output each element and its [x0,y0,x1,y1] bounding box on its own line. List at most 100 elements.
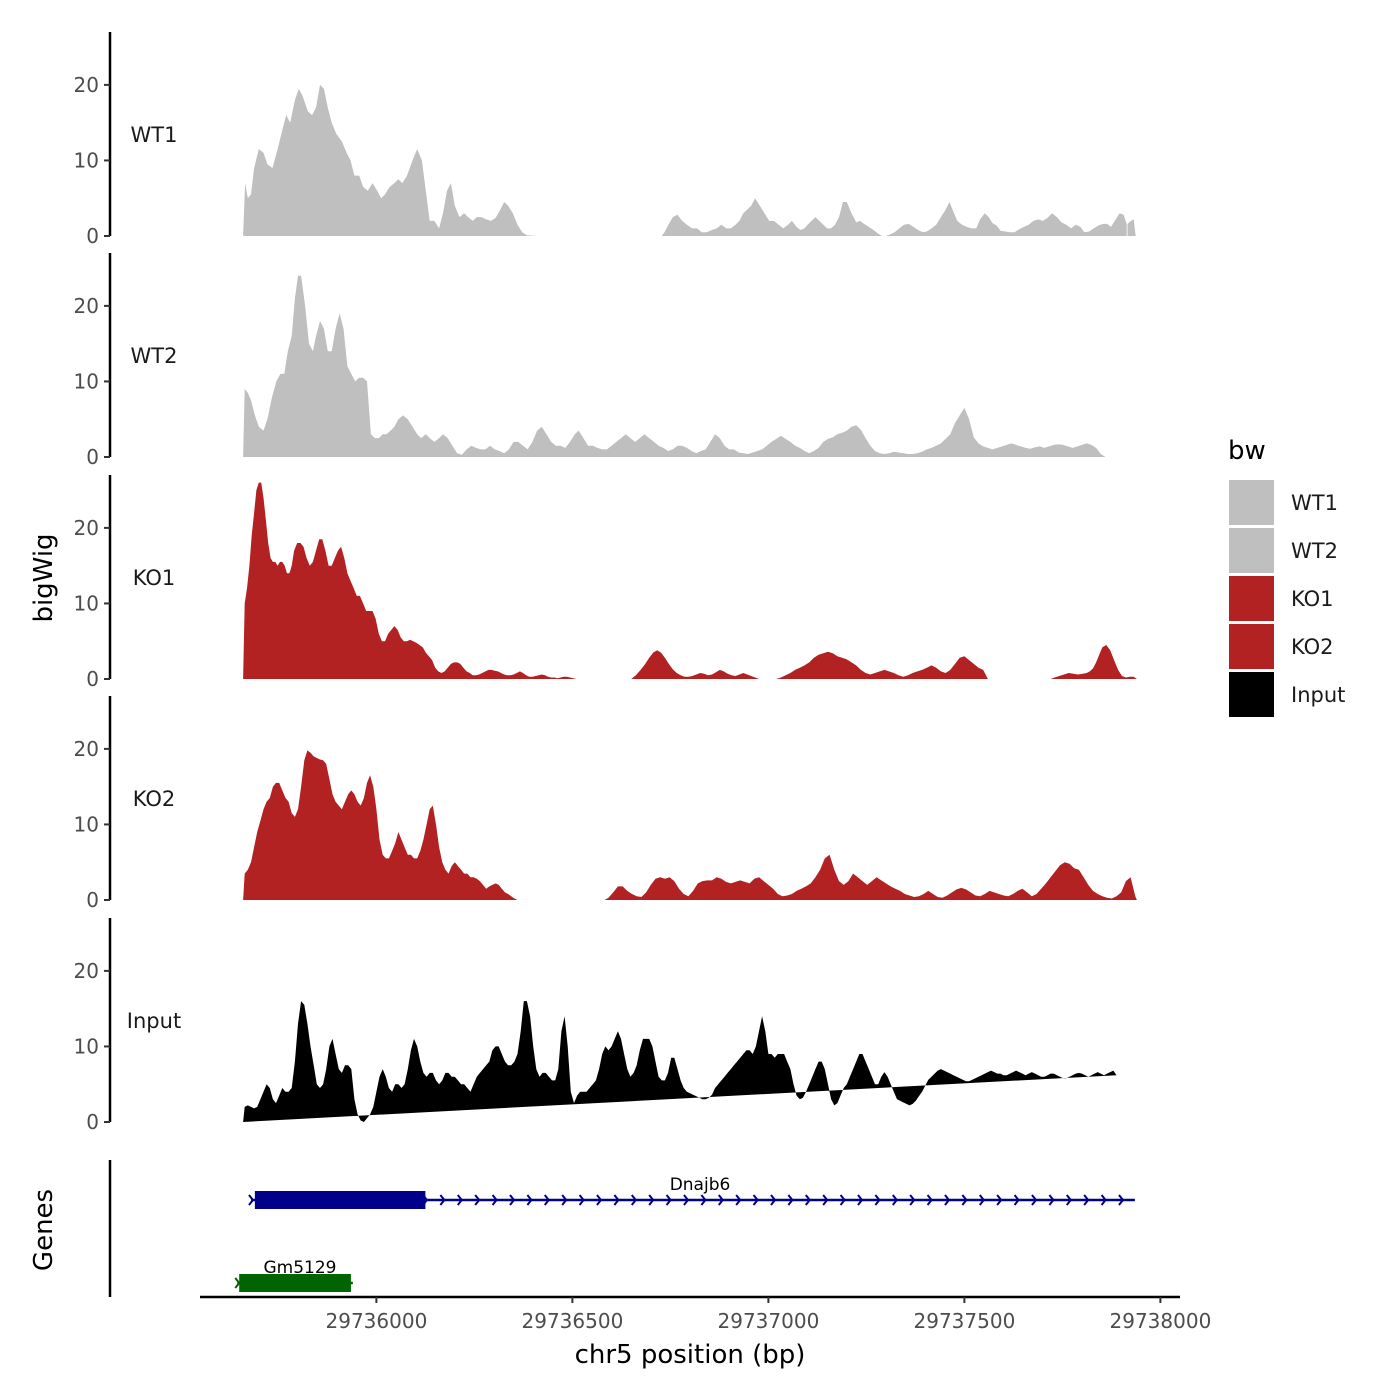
legend-entry-ko1: KO1 [1229,576,1334,621]
genes-panel: Dnajb6 Gm5129 [108,1160,1135,1297]
gene-gm5129: Gm5129 [234,1258,353,1292]
x-axis-title: chr5 position (bp) [575,1340,806,1370]
strand-arrow [891,1194,899,1206]
legend-swatch [1229,672,1274,717]
x-tick-label: 29736000 [326,1309,428,1333]
legend-swatch [1229,624,1274,669]
strand-arrow [857,1194,864,1206]
legend-swatch [1229,576,1274,621]
coverage-area-wt1 [886,202,1127,236]
coverage-area-wt2 [243,275,1106,457]
strand-arrow [1048,1194,1055,1206]
strand-arrow [248,1194,255,1206]
legend: bw WT1 WT2 KO1 KO2 Input [1228,436,1345,717]
strand-arrow [944,1194,951,1206]
legend-label: KO1 [1291,587,1334,611]
y-tick-label: 0 [86,445,99,469]
strand-arrow [961,1194,968,1206]
y-tick-label: 10 [74,369,99,393]
gene-exon [254,1191,426,1209]
strand-arrow [1031,1194,1038,1206]
strand-arrow [526,1194,533,1206]
strand-arrow [543,1194,551,1206]
track-input: 0 10 20 Input [74,918,1117,1134]
legend-swatch [1229,528,1274,573]
track-ko1: 0 10 20 KO1 [74,475,1137,691]
strand-arrow [561,1194,568,1206]
coverage-area-ko2 [243,750,559,900]
gene-label: Gm5129 [264,1258,337,1278]
coverage-tracks: 0 10 20 WT1 0 10 20 WT2 0 10 20 KO1 0 10 20 KO2 0 10 20 Inp… [74,32,1137,1134]
y-tick-label: 10 [74,812,99,836]
strand-arrow [665,1194,672,1206]
strand-arrow [683,1194,690,1206]
legend-entry-wt2: WT2 [1229,528,1338,573]
coverage-area-wt1 [661,198,883,236]
strand-arrow [822,1194,829,1206]
strand-arrow [474,1194,481,1206]
track-ko2: 0 10 20 KO2 [74,696,1137,912]
strand-arrow [596,1194,603,1206]
legend-entry-input: Input [1229,672,1345,717]
y-tick-label: 0 [86,1110,99,1134]
track-label-ko2: KO2 [133,787,176,811]
strand-arrow [1083,1194,1090,1206]
strand-arrow [978,1194,986,1206]
legend-label: WT1 [1291,491,1338,515]
strand-arrow [839,1194,846,1206]
y-tick-label: 10 [74,148,99,172]
legend-label: WT2 [1291,539,1338,563]
strand-arrow [578,1194,585,1206]
track-label-wt1: WT1 [131,123,178,147]
gene-exon [239,1274,351,1292]
x-axis: 29736000 29736500 29737000 29737500 29738000 [200,1295,1212,1333]
y-tick-label: 10 [74,591,99,615]
coverage-area-wt1 [243,84,600,237]
coverage-area-ko1 [631,650,759,679]
track-wt2: 0 10 20 WT2 [74,253,1106,469]
strand-arrow [752,1194,759,1206]
coverage-area-ko2 [604,854,1137,900]
legend-label: KO2 [1291,635,1334,659]
x-tick-label: 29738000 [1110,1309,1212,1333]
legend-entry-wt1: WT1 [1229,480,1338,525]
strand-arrow [630,1194,638,1206]
strand-arrow [1118,1194,1125,1206]
track-label-wt2: WT2 [131,344,178,368]
track-wt1: 0 10 20 WT1 [74,32,1136,248]
strand-arrow [717,1194,725,1206]
x-tick-label: 29737000 [718,1309,820,1333]
y-tick-label: 0 [86,888,99,912]
legend-entry-ko2: KO2 [1229,624,1334,669]
strand-arrow [770,1194,777,1206]
strand-arrow [1100,1194,1107,1206]
gene-label: Dnajb6 [670,1175,731,1195]
coverage-area-ko1 [243,482,604,679]
y-tick-label: 0 [86,224,99,248]
strand-arrow [509,1194,516,1206]
legend-label: Input [1291,683,1345,707]
legend-title: bw [1228,436,1266,466]
strand-arrow [804,1194,812,1206]
strand-arrow [874,1194,881,1206]
strand-arrow [996,1194,1003,1206]
y-tick-label: 20 [74,516,99,540]
y-tick-label: 20 [74,294,99,318]
coverage-area-input [243,1001,1117,1122]
strand-arrow [439,1194,446,1206]
coverage-area-wt1 [1127,219,1136,236]
y-tick-label: 0 [86,667,99,691]
y-tick-label: 20 [74,73,99,97]
strand-arrow [1065,1194,1073,1206]
strand-arrow [491,1194,498,1206]
strand-arrow [1013,1194,1020,1206]
strand-arrow [787,1194,794,1206]
strand-arrow [456,1194,464,1206]
y-tick-label: 20 [74,737,99,761]
strand-arrow [926,1194,933,1206]
strand-arrow [909,1194,916,1206]
y-tick-label: 20 [74,959,99,983]
legend-swatch [1229,480,1274,525]
x-tick-label: 29737500 [914,1309,1016,1333]
